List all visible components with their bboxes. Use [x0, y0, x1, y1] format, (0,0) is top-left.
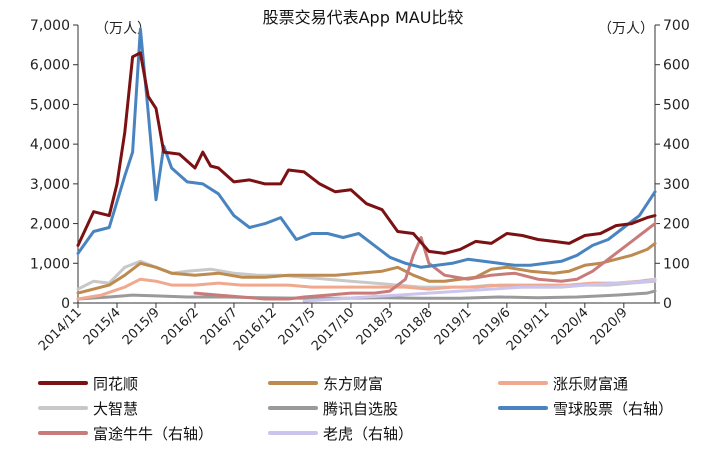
- series-line-7: [302, 277, 657, 303]
- x-tick-label: 2018/8: [393, 305, 436, 348]
- right-axis-unit: （万人）: [598, 21, 654, 37]
- series-line-5: [76, 27, 657, 269]
- x-tick-label: 2016/2: [159, 305, 202, 348]
- x-tick-label: 2015/9: [120, 305, 163, 348]
- right-tick-label: 200: [663, 217, 690, 233]
- left-tick-label: 2,000: [30, 217, 70, 233]
- left-tick-label: 1,000: [30, 256, 70, 272]
- right-tick-label: 0: [663, 296, 672, 312]
- x-tick-label: 2018/3: [354, 305, 397, 348]
- chart-title: 股票交易代表App MAU比较: [263, 8, 464, 27]
- legend-label-4: 腾讯自选股: [323, 400, 398, 418]
- left-tick-label: 5,000: [30, 97, 70, 113]
- legend-label-3: 大智慧: [93, 400, 138, 418]
- left-axis-unit: （万人）: [95, 21, 151, 37]
- x-tick-label: 2015/4: [81, 305, 124, 348]
- legend-label-7: 老虎（右轴）: [323, 425, 413, 443]
- legend-label-2: 涨乐财富通: [553, 375, 628, 393]
- x-tick-label: 2020/9: [588, 305, 631, 348]
- right-tick-label: 500: [663, 97, 690, 113]
- x-tick-label: 2019/1: [432, 305, 475, 348]
- right-tick-label: 700: [663, 18, 690, 34]
- legend-label-6: 富途牛牛（右轴）: [93, 425, 213, 443]
- left-tick-label: 3,000: [30, 177, 70, 193]
- series-line-6: [193, 222, 657, 301]
- left-tick-label: 0: [61, 296, 70, 312]
- x-tick-label: 2014/11: [36, 305, 85, 354]
- series-layer: [76, 27, 657, 303]
- left-tick-label: 6,000: [30, 58, 70, 74]
- axes: 0 1,000 2,000 3,000 4,000 5,000 6,000 7,000 0 100…: [30, 18, 690, 354]
- legend-label-5: 雪球股票（右轴）: [553, 400, 673, 418]
- right-tick-label: 400: [663, 137, 690, 153]
- right-tick-label: 600: [663, 58, 690, 74]
- legend-label-0: 同花顺: [93, 375, 138, 393]
- series-line-0: [76, 51, 657, 255]
- right-tick-label: 100: [663, 256, 690, 272]
- left-tick-label: 7,000: [30, 18, 70, 34]
- series-line-1: [76, 241, 657, 295]
- x-tick-label: 2017/10: [309, 305, 358, 354]
- left-tick-label: 4,000: [30, 137, 70, 153]
- legend-label-1: 东方财富: [323, 375, 383, 393]
- x-tick-label: 2020/4: [549, 305, 592, 348]
- right-tick-label: 300: [663, 177, 690, 193]
- x-tick-label: 2019/11: [504, 305, 553, 354]
- x-tick-label: 2016/12: [231, 305, 280, 354]
